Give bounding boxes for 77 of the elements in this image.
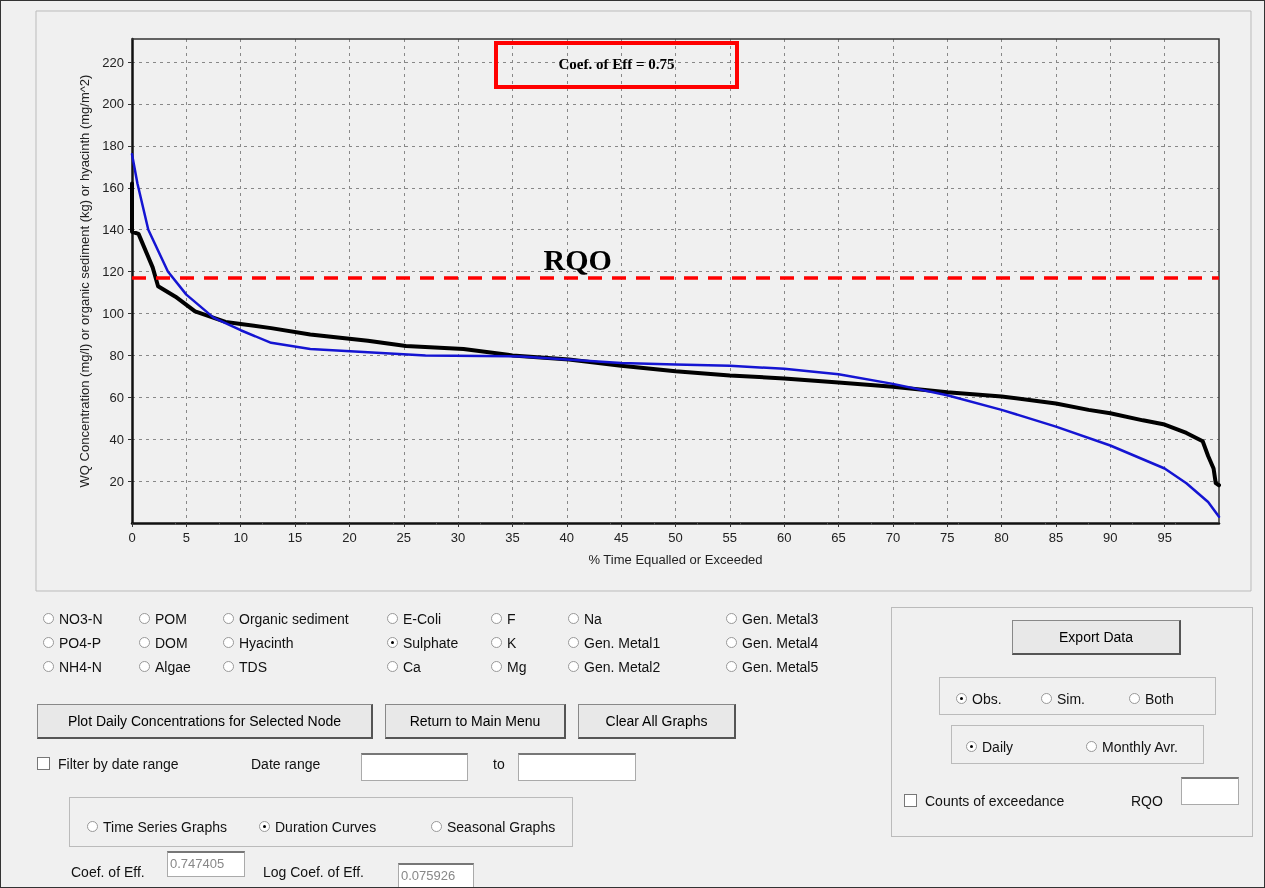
text: 0.075926: [398, 863, 474, 888]
x-tick-label: 25: [396, 530, 411, 545]
y-tick-label: 60: [109, 389, 124, 405]
x-tick-label: 75: [940, 530, 955, 545]
x-tick-label: 65: [831, 530, 846, 545]
text: NO3-N: [59, 610, 103, 628]
text: Plot Daily Concentrations for Selected Node: [37, 704, 373, 739]
text: RQO: [1131, 792, 1163, 810]
text: PO4-P: [59, 634, 102, 652]
text: NH4-N: [59, 658, 102, 676]
text: Sim.: [1057, 690, 1085, 708]
y-tick-label: 160: [102, 180, 124, 196]
x-tick-label: 55: [722, 530, 738, 545]
text: Sulphate: [403, 634, 459, 652]
text: Algae: [155, 658, 191, 676]
x-tick-label: 45: [613, 530, 629, 545]
text: Gen. Metal3: [742, 610, 819, 628]
x-tick-label: 50: [668, 530, 683, 545]
text: Monthly Avr.: [1102, 738, 1179, 756]
text: Ca: [403, 658, 421, 676]
text: Seasonal Graphs: [447, 818, 556, 836]
x-tick-label: 85: [1048, 530, 1064, 545]
y-tick-label: 180: [102, 138, 124, 154]
text: F: [507, 610, 516, 628]
y-tick-label: 100: [102, 305, 124, 321]
text: Daily: [982, 738, 1014, 756]
text: Gen. Metal2: [584, 658, 661, 676]
x-tick-label: 0: [128, 530, 136, 545]
text: Obs.: [972, 690, 1002, 708]
y-tick-label: 120: [102, 264, 124, 280]
x-axis-title: % Time Equalled or Exceeded: [588, 552, 763, 567]
text: Coef. of Eff.: [71, 863, 145, 881]
x-tick-label: 30: [450, 530, 466, 545]
text: Time Series Graphs: [103, 818, 227, 836]
x-tick-label: 5: [182, 530, 190, 545]
text: to: [493, 755, 505, 773]
text: Hyacinth: [239, 634, 294, 652]
text: Filter by date range: [58, 755, 179, 773]
text: Export Data: [1012, 620, 1181, 655]
x-tick-label: 20: [342, 530, 357, 545]
text: K: [507, 634, 517, 652]
x-tick-label: 90: [1103, 530, 1118, 545]
y-tick-label: 220: [102, 54, 124, 70]
text: TDS: [239, 658, 267, 676]
text: Gen. Metal1: [584, 634, 661, 652]
text: Both: [1145, 690, 1174, 708]
x-tick-label: 10: [233, 530, 248, 545]
text: E-Coli: [403, 610, 442, 628]
text: Date range: [251, 755, 321, 773]
y-tick-label: 20: [109, 473, 124, 489]
ref-line-label: RQO: [543, 243, 612, 277]
text: Clear All Graphs: [578, 704, 736, 739]
x-tick-label: 70: [885, 530, 901, 545]
y-tick-label: 140: [102, 222, 124, 238]
text: Na: [584, 610, 602, 628]
x-tick-label: 15: [287, 530, 303, 545]
y-tick-label: 80: [109, 347, 124, 363]
text: Counts of exceedance: [925, 792, 1065, 810]
text: Organic sediment: [239, 610, 349, 628]
text: DOM: [155, 634, 188, 652]
x-tick-label: 60: [776, 530, 792, 545]
y-tick-label: 200: [102, 96, 124, 112]
text: Mg: [507, 658, 527, 676]
text: Return to Main Menu: [385, 704, 566, 739]
x-tick-label: 35: [505, 530, 520, 545]
text: Gen. Metal4: [742, 634, 819, 652]
text: POM: [155, 610, 187, 628]
annotation: Coef. of Eff = 0.75: [557, 56, 676, 73]
x-tick-label: 40: [559, 530, 575, 545]
x-tick-label: 95: [1157, 530, 1172, 545]
x-tick-label: 80: [994, 530, 1009, 545]
text: Gen. Metal5: [742, 658, 819, 676]
text: Duration Curves: [275, 818, 377, 836]
y-axis-title: WQ Concentration (mg/l) or organic sediment (kg) or hyacinth (mg/m^2): [77, 74, 93, 488]
text: Log Coef. of Eff.: [263, 863, 364, 881]
y-tick-label: 40: [109, 431, 124, 447]
text: 0.747405: [167, 851, 245, 877]
